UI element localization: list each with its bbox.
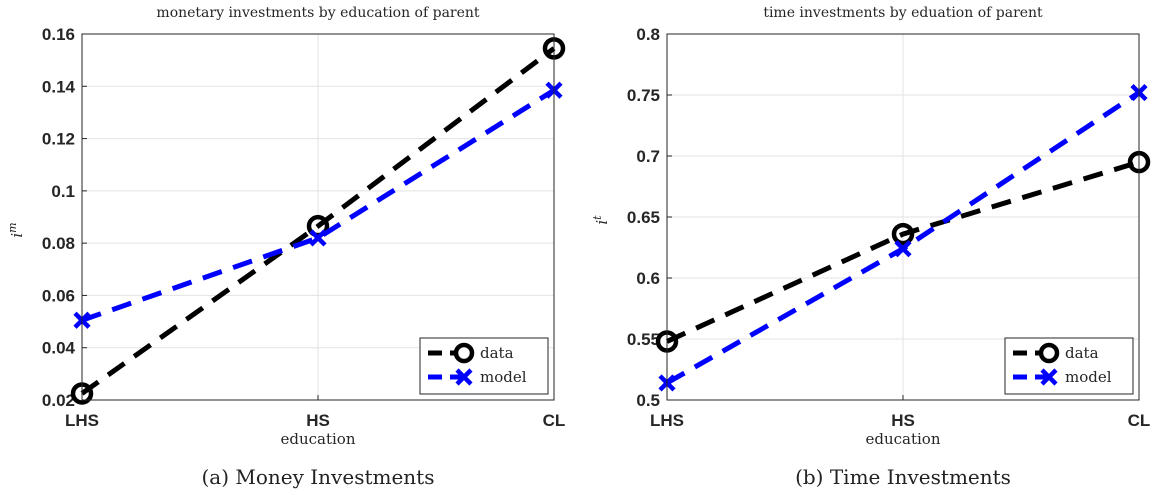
x-tick-label: LHS: [65, 411, 99, 430]
legend-label-data: data: [1065, 344, 1099, 362]
x-tick-label: LHS: [650, 411, 684, 430]
chart-panel-time: time investments by eduation of parent 0…: [591, 5, 1150, 489]
y-tick-label: 0.06: [42, 286, 75, 305]
y-tick-label: 0.8: [636, 25, 660, 44]
data-point-data: [891, 222, 915, 246]
y-tick-label: 0.04: [42, 339, 76, 358]
y-tick-label: 0.14: [42, 77, 76, 96]
legend-label-model: model: [480, 368, 527, 386]
y-tick-label: 0.6: [636, 269, 660, 288]
series-line-data: [80, 46, 556, 396]
legend-label-data: data: [480, 344, 514, 362]
chart-title: time investments by eduation of parent: [763, 5, 1043, 21]
y-tick-label: 0.7: [636, 147, 660, 166]
x-tick-label: HS: [891, 411, 915, 430]
x-axis-label: education: [281, 430, 356, 448]
legend-marker-data: [453, 342, 475, 364]
figure-caption: (a) Money Investments: [202, 465, 435, 489]
x-tick-label: HS: [306, 411, 330, 430]
plot-frame: [666, 33, 1140, 401]
y-tick-label: 0.02: [42, 391, 75, 410]
y-tick-label: 0.75: [627, 86, 660, 105]
legend-marker-data: [1038, 342, 1060, 364]
legend-box: [419, 337, 549, 395]
chart-panel-money: monetary investments by education of par…: [6, 5, 565, 489]
y-tick-label: 0.55: [627, 330, 660, 349]
series-line-data: [665, 159, 1140, 344]
y-tick-label: 0.5: [636, 391, 660, 410]
y-tick-label: 0.1: [51, 182, 75, 201]
y-tick-label: 0.08: [42, 234, 75, 253]
y-axis-label: it: [591, 215, 611, 225]
x-axis-label: education: [866, 430, 941, 448]
figure-caption: (b) Time Investments: [795, 465, 1011, 489]
chart-title: monetary investments by education of par…: [156, 5, 480, 21]
y-tick-label: 0.65: [627, 208, 660, 227]
legend: data model: [419, 337, 549, 395]
plot-frame: [81, 33, 555, 401]
legend-label-model: model: [1065, 368, 1112, 386]
legend-marker-model: [1040, 368, 1058, 386]
series-line-model: [81, 88, 556, 323]
x-tick-label: CL: [543, 411, 566, 430]
y-tick-label: 0.12: [42, 130, 75, 149]
legend: data model: [1004, 337, 1134, 395]
legend-marker-model: [455, 368, 473, 386]
x-tick-label: CL: [1128, 411, 1151, 430]
data-point-model: [309, 229, 327, 247]
y-tick-label: 0.16: [42, 25, 75, 44]
legend-box: [1004, 337, 1134, 395]
data-point-model: [894, 240, 912, 258]
y-axis-label: im: [6, 222, 26, 237]
